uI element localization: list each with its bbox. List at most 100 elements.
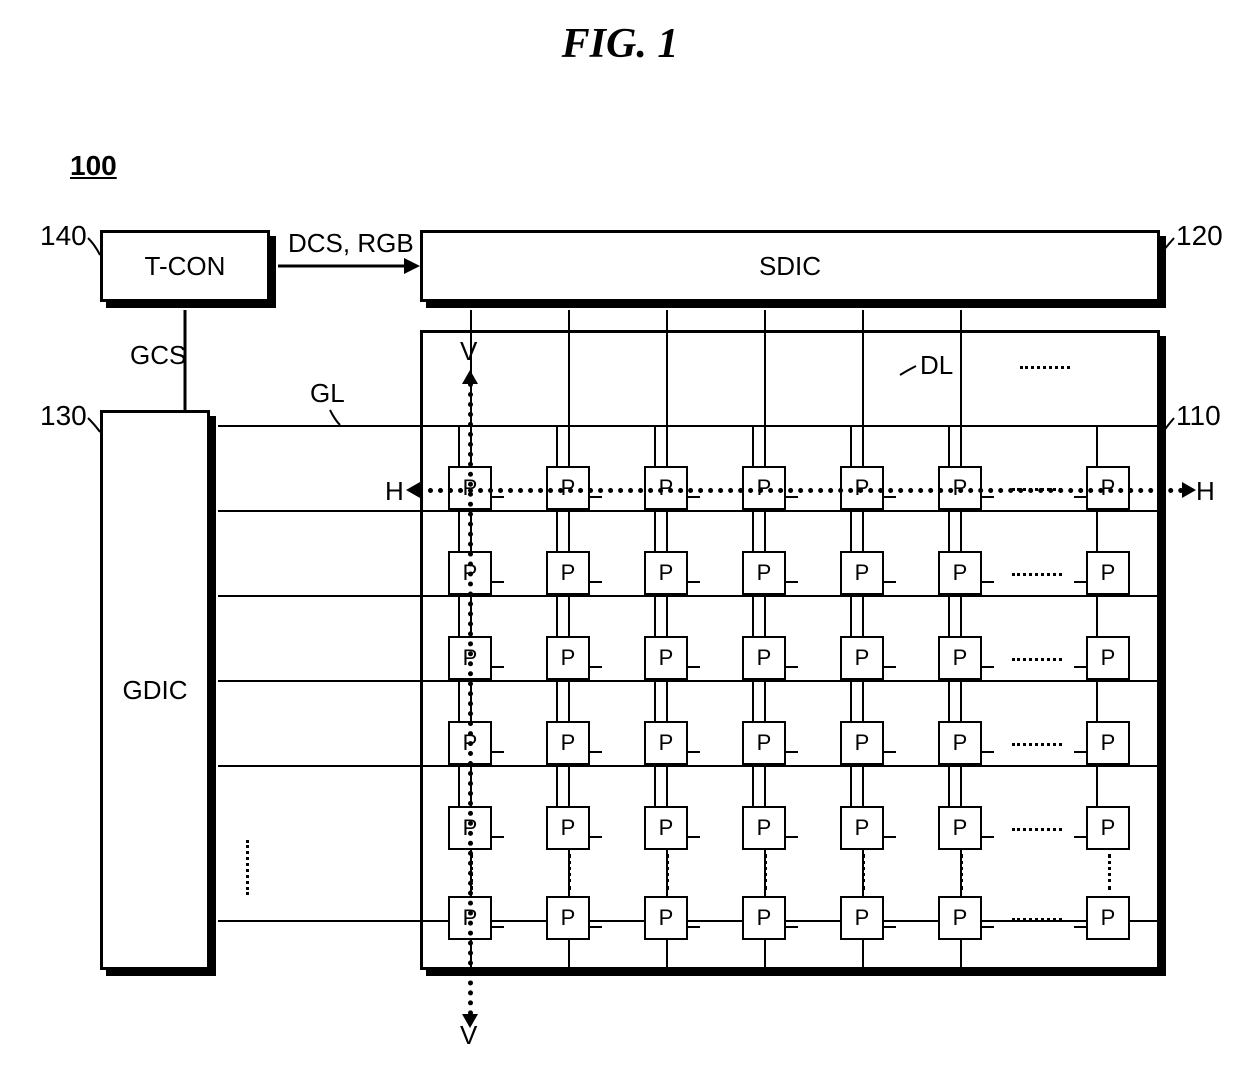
pixel-connector bbox=[982, 666, 994, 668]
pixel-connector bbox=[688, 581, 700, 583]
pixel-connector bbox=[982, 581, 994, 583]
pixel: P bbox=[742, 896, 786, 940]
pixel: P bbox=[644, 721, 688, 765]
pixel: P bbox=[644, 806, 688, 850]
pixel: P bbox=[840, 636, 884, 680]
pixel-connector bbox=[458, 510, 460, 551]
ellipsis-icon bbox=[1108, 854, 1111, 890]
pixel-connector bbox=[556, 680, 558, 721]
pixel-connector bbox=[1074, 496, 1086, 498]
pixel-connector bbox=[1074, 926, 1086, 928]
pixel: P bbox=[742, 551, 786, 595]
ellipsis-icon bbox=[1020, 366, 1070, 369]
pixel-connector bbox=[556, 765, 558, 806]
gate-line bbox=[218, 765, 1160, 767]
pixel-connector bbox=[752, 510, 754, 551]
pixel-connector bbox=[786, 751, 798, 753]
pixel: P bbox=[546, 636, 590, 680]
pixel-connector bbox=[948, 510, 950, 551]
pixel-connector bbox=[492, 581, 504, 583]
pixel-connector bbox=[458, 595, 460, 636]
ellipsis-icon bbox=[960, 854, 963, 890]
pixel-connector bbox=[492, 666, 504, 668]
pixel-connector bbox=[982, 836, 994, 838]
ellipsis-icon bbox=[666, 854, 669, 890]
pixel-connector bbox=[654, 425, 656, 466]
pixel: P bbox=[840, 806, 884, 850]
ellipsis-icon bbox=[246, 840, 249, 895]
pixel: P bbox=[1086, 721, 1130, 765]
pixel: P bbox=[840, 551, 884, 595]
ellipsis-icon bbox=[1012, 918, 1062, 921]
pixel-connector bbox=[1074, 751, 1086, 753]
pixel-connector bbox=[1096, 595, 1098, 636]
pixel-connector bbox=[948, 595, 950, 636]
pixel-connector bbox=[458, 680, 460, 721]
pixel-connector bbox=[1074, 836, 1086, 838]
ellipsis-icon bbox=[1012, 743, 1062, 746]
pixel-connector bbox=[752, 680, 754, 721]
pixel-connector bbox=[884, 751, 896, 753]
pixel: P bbox=[546, 551, 590, 595]
pixel-connector bbox=[654, 595, 656, 636]
pixel-connector bbox=[982, 751, 994, 753]
pixel-connector bbox=[752, 425, 754, 466]
pixel-connector bbox=[752, 765, 754, 806]
pixel-connector bbox=[590, 581, 602, 583]
pixel: P bbox=[546, 806, 590, 850]
pixel: P bbox=[644, 636, 688, 680]
pixel-connector bbox=[458, 765, 460, 806]
ellipsis-icon bbox=[1012, 573, 1062, 576]
pixel: P bbox=[546, 721, 590, 765]
pixel-connector bbox=[850, 425, 852, 466]
pixel-connector bbox=[850, 510, 852, 551]
pixel-connector bbox=[786, 581, 798, 583]
pixel-connector bbox=[884, 926, 896, 928]
h-left-label: H bbox=[385, 476, 404, 507]
ellipsis-icon bbox=[1012, 658, 1062, 661]
gate-line bbox=[218, 680, 1160, 682]
ellipsis-icon bbox=[1012, 828, 1062, 831]
pixel-connector bbox=[556, 595, 558, 636]
pixel-connector bbox=[1096, 510, 1098, 551]
pixel: P bbox=[742, 806, 786, 850]
pixel-connector bbox=[1096, 765, 1098, 806]
pixel-connector bbox=[492, 751, 504, 753]
ellipsis-icon bbox=[568, 854, 571, 890]
pixel-connector bbox=[884, 496, 896, 498]
pixel-connector bbox=[458, 425, 460, 466]
pixel-connector bbox=[590, 666, 602, 668]
pixel-connector bbox=[556, 425, 558, 466]
h-axis bbox=[418, 488, 1184, 493]
arrowhead-up-icon bbox=[462, 370, 478, 384]
h-right-label: H bbox=[1196, 476, 1215, 507]
pixel: P bbox=[546, 896, 590, 940]
arrowhead-down-icon bbox=[462, 1014, 478, 1028]
pixel-connector bbox=[492, 496, 504, 498]
pixel: P bbox=[840, 896, 884, 940]
pixel-connector bbox=[654, 765, 656, 806]
pixel-connector bbox=[492, 926, 504, 928]
gate-line bbox=[218, 425, 1160, 427]
pixel-connector bbox=[1074, 666, 1086, 668]
pixel-connector bbox=[1096, 680, 1098, 721]
pixel-connector bbox=[688, 836, 700, 838]
pixel-connector bbox=[688, 666, 700, 668]
pixel-connector bbox=[850, 595, 852, 636]
arrowhead-right-icon bbox=[1182, 482, 1196, 498]
pixel-connector bbox=[948, 425, 950, 466]
pixel-connector bbox=[786, 836, 798, 838]
pixel-connector bbox=[590, 751, 602, 753]
pixel: P bbox=[644, 896, 688, 940]
pixel: P bbox=[938, 806, 982, 850]
pixel: P bbox=[742, 636, 786, 680]
gate-line bbox=[218, 595, 1160, 597]
gate-line bbox=[218, 510, 1160, 512]
pixel: P bbox=[938, 721, 982, 765]
pixel: P bbox=[938, 636, 982, 680]
pixel: P bbox=[644, 551, 688, 595]
pixel-connector bbox=[786, 496, 798, 498]
pixel: P bbox=[840, 721, 884, 765]
pixel-connector bbox=[1096, 425, 1098, 466]
pixel-connector bbox=[948, 680, 950, 721]
